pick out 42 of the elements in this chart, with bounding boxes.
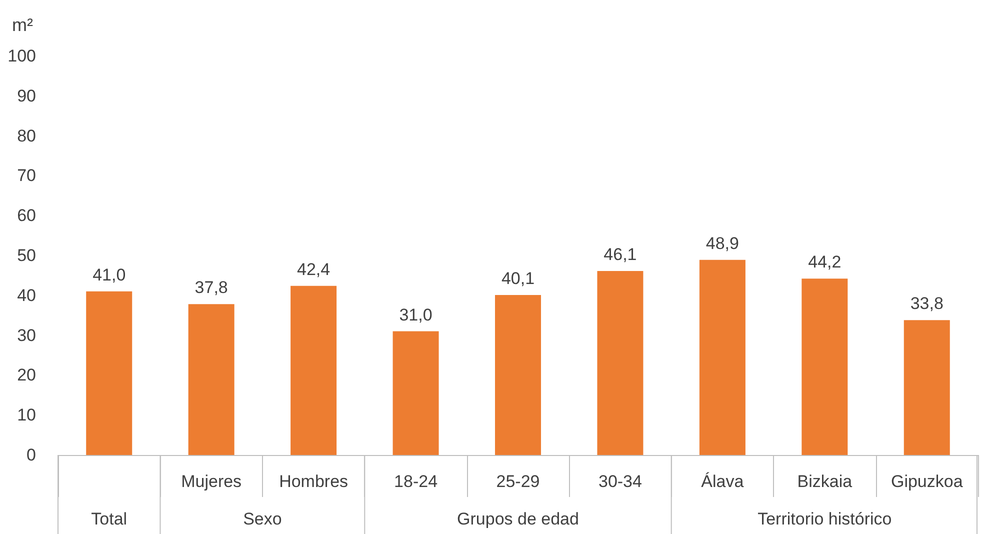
bar	[188, 304, 234, 455]
y-tick-label: 80	[17, 126, 36, 146]
y-tick-label: 40	[17, 286, 36, 305]
x-tick-label: 18-24	[394, 472, 438, 491]
data-label: 42,4	[297, 260, 330, 279]
text: Grupos de edad	[457, 510, 579, 528]
y-tick-label: 60	[17, 206, 36, 226]
x-tick-label: Mujeres	[181, 472, 242, 491]
bar	[597, 271, 644, 455]
y-tick-label: 10	[17, 406, 36, 425]
data-label: 37,8	[194, 278, 228, 298]
text: Total	[91, 510, 128, 528]
data-label: 41,0	[92, 265, 126, 284]
bar	[495, 295, 541, 455]
x-tick-label: Bizkaia	[797, 472, 853, 491]
bar	[392, 331, 439, 455]
x-tick-label: Hombres	[279, 472, 348, 491]
bar	[290, 286, 337, 455]
data-label: 33,8	[910, 294, 944, 314]
bar	[699, 260, 746, 455]
y-tick-label: 30	[17, 326, 36, 345]
x-tick-label: Gipuzkoa	[890, 472, 964, 491]
data-label: 44,2	[808, 252, 842, 272]
y-tick-label: 0	[26, 446, 36, 464]
data-label: 46,1	[604, 245, 637, 264]
y-tick-label: 20	[17, 366, 36, 385]
text: Territorio histórico	[758, 510, 892, 528]
x-tick-label: 25-29	[496, 472, 540, 491]
data-label: 40,1	[501, 269, 535, 288]
y-tick-label: 90	[17, 86, 36, 106]
text: Sexo	[243, 510, 282, 528]
y-axis-title: m²	[12, 15, 33, 35]
x-tick-label: Álava	[701, 472, 744, 491]
y-tick-label: 100	[8, 46, 36, 66]
y-tick-label: 70	[17, 166, 36, 186]
bar	[86, 291, 132, 455]
data-label: 31,0	[399, 305, 432, 324]
y-tick-label: 50	[17, 246, 36, 265]
x-tick-label: 30-34	[598, 472, 642, 491]
bar	[802, 278, 848, 455]
bar	[904, 320, 950, 455]
data-label: 48,9	[706, 234, 739, 253]
